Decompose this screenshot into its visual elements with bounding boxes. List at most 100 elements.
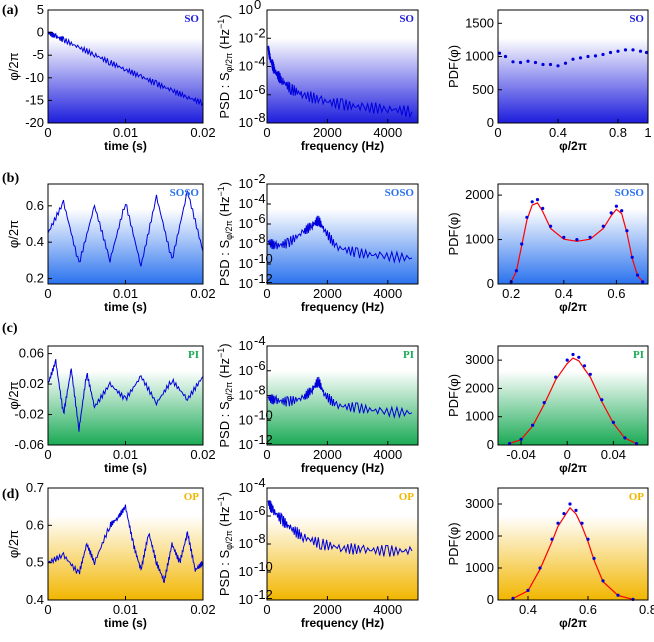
data-point bbox=[601, 579, 605, 583]
data-point bbox=[562, 235, 566, 239]
y-tick-label: 1000 bbox=[465, 232, 494, 247]
data-point bbox=[548, 62, 553, 67]
plot-area bbox=[267, 10, 418, 123]
data-point bbox=[623, 436, 627, 440]
y-tick-label: 0.4 bbox=[26, 592, 44, 607]
x-tick-label: 2000 bbox=[313, 125, 342, 140]
data-point bbox=[631, 597, 635, 602]
x-tick-label: 0.02 bbox=[190, 447, 215, 462]
x-tick-label: 0 bbox=[494, 125, 501, 140]
data-point bbox=[507, 442, 512, 446]
y-tick-label: 3000 bbox=[465, 352, 494, 367]
x-tick-label: 0.4 bbox=[555, 286, 573, 301]
x-tick-label: 0.8 bbox=[609, 125, 627, 140]
data-point bbox=[525, 215, 529, 219]
plot-area bbox=[48, 10, 203, 123]
data-point bbox=[586, 537, 590, 541]
data-point bbox=[630, 255, 634, 259]
y-axis-label: φ/2π bbox=[6, 381, 21, 409]
fit-curve bbox=[509, 357, 637, 445]
y-tick-label: 1500 bbox=[465, 15, 494, 30]
series-line bbox=[47, 31, 204, 107]
regime-tag: OP bbox=[184, 491, 200, 503]
x-tick-label: 0.4 bbox=[549, 125, 567, 140]
y-tick-label: 0.6 bbox=[26, 517, 44, 532]
x-tick-label: 0 bbox=[44, 125, 51, 140]
plot-area bbox=[267, 346, 418, 445]
row-label: (c) bbox=[2, 321, 18, 336]
axes-frame bbox=[497, 183, 649, 285]
panel-d1: 0 0.01 0.02 0.7 0.6 0.5 0.4 time (s) φ/2π OP bbox=[6, 480, 216, 630]
x-tick-label: 0 bbox=[44, 602, 51, 617]
x-tick-label: 4000 bbox=[373, 125, 402, 140]
data-point bbox=[538, 566, 542, 570]
x-tick-label: 0 bbox=[263, 286, 270, 301]
regime-tag: PI bbox=[403, 349, 414, 361]
fit-curve bbox=[510, 202, 644, 283]
row-label: (b) bbox=[2, 171, 19, 186]
plot-area bbox=[48, 346, 203, 445]
y-tick-label: 0 bbox=[37, 25, 44, 40]
y-tick-exponent: -8 bbox=[254, 383, 266, 398]
y-tick-label: 3000 bbox=[465, 496, 494, 511]
x-tick-label: 0.4 bbox=[519, 602, 537, 617]
plot-area bbox=[267, 184, 418, 284]
series-line bbox=[267, 45, 413, 119]
y-tick-label: 10 bbox=[239, 508, 253, 523]
y-tick-exponent: -4 bbox=[254, 333, 266, 348]
y-tick-label: -20 bbox=[25, 115, 44, 130]
y-tick-label: 10 bbox=[239, 236, 253, 251]
x-tick-label: 0.01 bbox=[113, 447, 138, 462]
data-point bbox=[601, 52, 605, 57]
y-tick-label: 10 bbox=[239, 2, 253, 17]
y-tick-label: 0 bbox=[487, 437, 494, 452]
x-axis-label: φ/2π bbox=[559, 461, 587, 475]
y-tick-label: 10 bbox=[239, 87, 253, 102]
plot-area bbox=[498, 184, 648, 284]
y-tick-label: 0.06 bbox=[19, 346, 44, 361]
y-tick-label: 10 bbox=[239, 363, 253, 378]
x-tick-label: 1 bbox=[644, 125, 651, 140]
y-tick-label: 0.7 bbox=[26, 480, 44, 495]
data-point bbox=[574, 508, 578, 512]
y-tick-exponent: -10 bbox=[254, 559, 273, 574]
y-tick-exponent: -8 bbox=[254, 531, 266, 546]
data-point bbox=[620, 209, 624, 213]
y-tick-label: 10 bbox=[239, 338, 253, 353]
panel-a3: 0 0.4 0.8 1 1500 1000 500 0 φ/2π PDF(φ) SO bbox=[446, 9, 652, 153]
x-tick-label: 0 bbox=[44, 286, 51, 301]
fit-curve bbox=[512, 506, 634, 600]
y-tick-label: -10 bbox=[25, 70, 44, 85]
regime-tag: SO bbox=[399, 13, 414, 25]
regime-tag: SOSO bbox=[170, 187, 200, 199]
x-axis-label: frequency (Hz) bbox=[301, 300, 384, 314]
x-tick-label: 0.01 bbox=[113, 286, 138, 301]
y-axis-label: PSD : Sφ/2π (Hz−1) bbox=[216, 492, 234, 596]
y-tick-label: 10 bbox=[239, 480, 253, 495]
data-point bbox=[511, 60, 515, 64]
y-tick-label: 10 bbox=[239, 216, 253, 231]
panel-b1: 0 0.01 0.02 0.6 0.4 0.2 time (s) φ/2π SOSO bbox=[6, 183, 216, 314]
y-tick-label: -0.06 bbox=[14, 437, 44, 452]
data-point bbox=[578, 56, 583, 60]
x-tick-label: 0.02 bbox=[190, 286, 215, 301]
x-axis-label: frequency (Hz) bbox=[301, 461, 384, 475]
regime-tag: SO bbox=[629, 13, 644, 25]
data-point bbox=[526, 588, 530, 593]
x-tick-label: 0.6 bbox=[607, 286, 625, 301]
x-tick-label: 0 bbox=[263, 125, 270, 140]
y-axis-label: PDF(φ) bbox=[446, 45, 461, 88]
x-tick-label: 0.02 bbox=[190, 602, 215, 617]
data-point bbox=[588, 235, 592, 239]
y-tick-exponent: -2 bbox=[254, 25, 266, 40]
y-tick-label: 10 bbox=[239, 59, 253, 74]
y-tick-label: 0.5 bbox=[26, 555, 44, 570]
y-tick-exponent: -6 bbox=[254, 358, 266, 373]
row-label: (d) bbox=[2, 487, 19, 502]
y-tick-label: 10 bbox=[239, 412, 253, 427]
data-point bbox=[497, 51, 502, 55]
